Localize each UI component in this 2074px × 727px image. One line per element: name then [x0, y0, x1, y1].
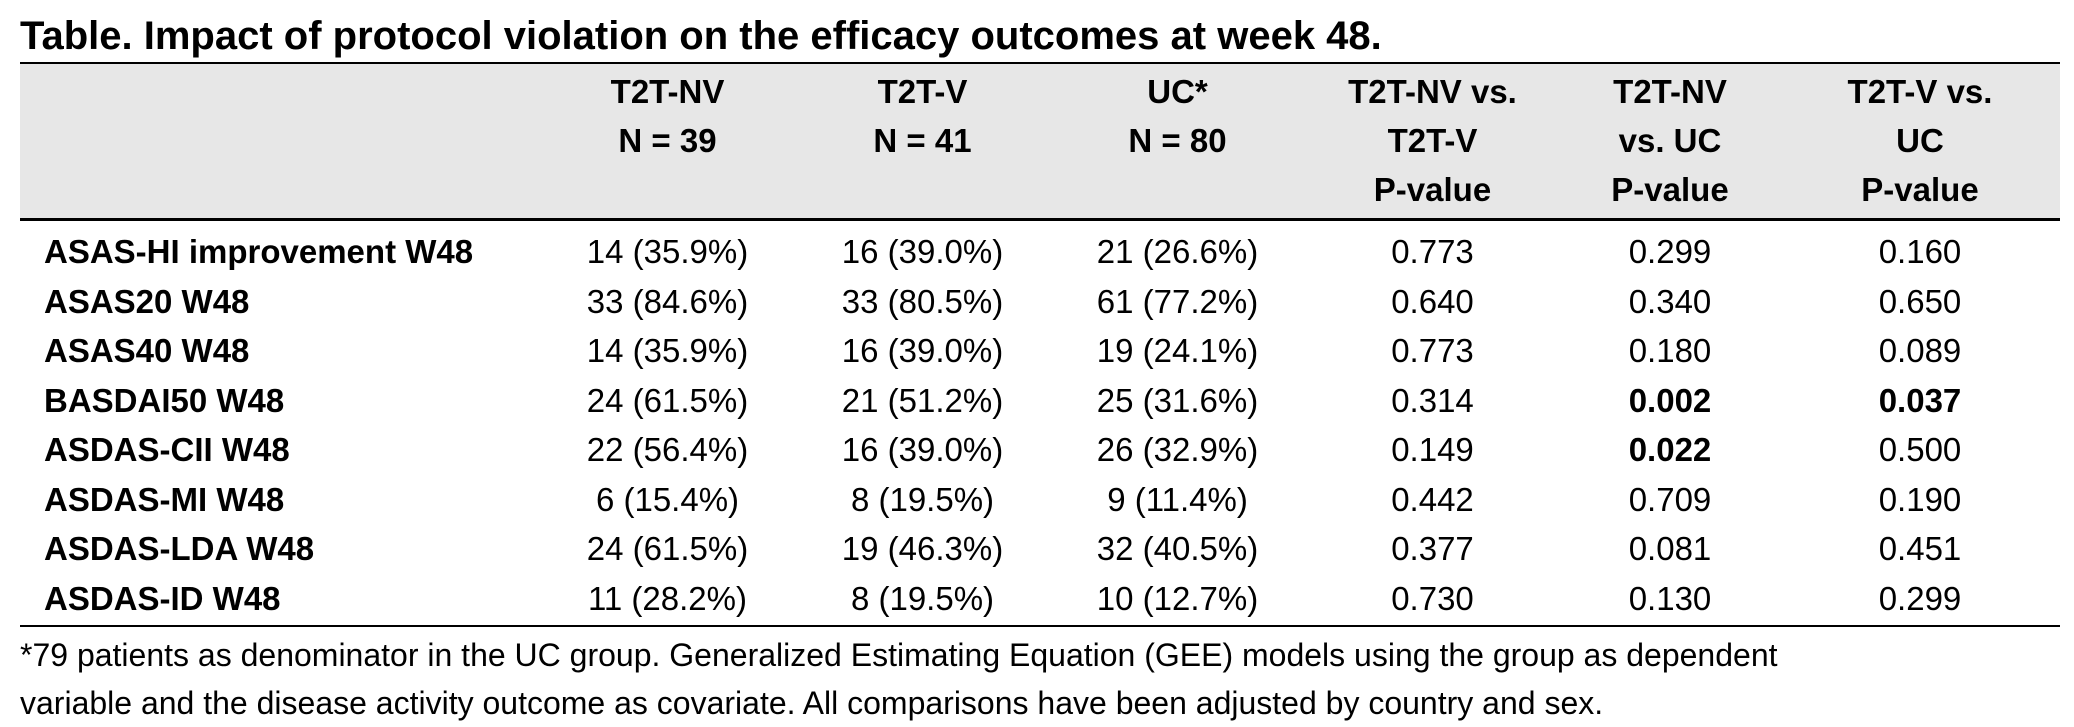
- table-cell: 24 (61.5%): [586, 381, 749, 419]
- header-line: T2T-V: [877, 73, 968, 110]
- header-line: P-value: [1373, 171, 1492, 208]
- header-line: UC*: [1147, 73, 1208, 110]
- table-cell: 6 (15.4%): [595, 480, 740, 518]
- header-cell-label: [20, 62, 540, 221]
- table-cell: 0.130: [1560, 573, 1780, 627]
- table-cell: 0.340: [1628, 282, 1712, 320]
- table-cell: 19 (46.3%): [841, 530, 1004, 567]
- table-cell: 0.081: [1628, 530, 1712, 567]
- table-cell: 33 (80.5%): [841, 282, 1004, 320]
- table-cell: 8 (19.5%): [850, 480, 995, 518]
- table-row: ASDAS-LDA W48 24 (61.5%) 19 (46.3%) 32 (40.…: [20, 524, 2060, 574]
- table-cell: 21 (51.2%): [841, 381, 1004, 419]
- footnote: *79 patients as denominator in the UC gr…: [20, 627, 2060, 727]
- header-line: T2T-V: [1387, 122, 1478, 159]
- table-cell: 16 (39.0%): [841, 431, 1004, 468]
- header-row: T2T-NV N = 39 T2T-V N = 41 UC* N = 80 T2…: [20, 62, 2060, 221]
- footnote-line: *79 patients as denominator in the UC gr…: [20, 637, 1778, 673]
- table-cell: 0.299: [1628, 233, 1712, 270]
- table-cell: 0.314: [1391, 381, 1474, 419]
- table-cell: 0.299: [1780, 573, 2060, 627]
- row-label: ASAS20 W48: [44, 282, 250, 320]
- table-cell: 8 (19.5%): [795, 573, 1050, 627]
- table-cell: 0.002: [1628, 381, 1712, 419]
- header-cell-pvalue-nv-v: T2T-NV vs. T2T-V P-value: [1305, 62, 1560, 221]
- table-cell: 0.442: [1391, 480, 1474, 518]
- row-label: ASAS40 W48: [44, 332, 250, 369]
- table-cell: 0.022: [1628, 431, 1712, 468]
- table-cell: 9 (11.4%): [1107, 480, 1248, 518]
- header-line: N = 41: [873, 122, 972, 159]
- table-cell: 14 (35.9%): [586, 332, 749, 369]
- table-row: ASAS40 W48 14 (35.9%) 16 (39.0%) 19 (24.1%)…: [20, 326, 2060, 376]
- table-row: ASDAS-ID W48 11 (28.2%) 8 (19.5%) 10 (12.7%…: [20, 573, 2060, 627]
- header-line: T2T-NV: [610, 73, 725, 110]
- table-body: ASAS-HI improvement W48 14 (35.9%) 16 (39.…: [20, 220, 2060, 627]
- header-line: UC: [1896, 122, 1944, 159]
- table-cell: 0.500: [1878, 431, 1962, 468]
- table-cell: 19 (24.1%): [1096, 332, 1259, 369]
- footnote-line: variable and the disease activity outcom…: [20, 685, 1604, 721]
- table-cell: 0.180: [1628, 332, 1712, 369]
- table-cell: 0.730: [1305, 573, 1560, 627]
- table-cell: 32 (40.5%): [1096, 530, 1259, 567]
- row-label: ASDAS-CII W48: [44, 431, 290, 468]
- header-line: T2T-NV: [1613, 73, 1727, 110]
- table-cell: 21 (26.6%): [1096, 233, 1259, 270]
- table-cell: 10 (12.7%): [1050, 573, 1305, 627]
- table-title: Table. Impact of protocol violation on t…: [20, 14, 1382, 58]
- table-cell: 0.773: [1391, 233, 1474, 270]
- table-cell: 0.640: [1391, 282, 1474, 320]
- table-row: BASDAI50 W48 24 (61.5%) 21 (51.2%) 25 (31.6…: [20, 376, 2060, 426]
- table-row: ASDAS-CII W48 22 (56.4%) 16 (39.0%) 26 (32.…: [20, 425, 2060, 475]
- table-row: ASDAS-MI W48 6 (15.4%) 8 (19.5%) 9 (11.4%) 0…: [20, 475, 2060, 525]
- table-cell: 0.190: [1878, 480, 1962, 518]
- row-label: BASDAI50 W48: [44, 381, 285, 419]
- table-cell: 0.773: [1391, 332, 1474, 369]
- row-label: ASAS-HI improvement W48: [44, 233, 474, 270]
- document: Table. Impact of protocol violation on t…: [20, 0, 2060, 727]
- table-cell: 0.451: [1878, 530, 1962, 567]
- table-cell: 25 (31.6%): [1096, 381, 1259, 419]
- table-row: ASAS20 W48 33 (84.6%) 33 (80.5%) 61 (77.2%)…: [20, 277, 2060, 327]
- header-cell-t2t-v: T2T-V N = 41: [795, 62, 1050, 221]
- header-line: P-value: [1861, 171, 1979, 208]
- header-line: T2T-NV vs.: [1348, 73, 1517, 110]
- header-line: P-value: [1611, 171, 1729, 208]
- table-cell: 0.037: [1878, 381, 1962, 419]
- table-cell: 0.089: [1878, 332, 1962, 369]
- table-cell: 0.160: [1878, 233, 1962, 270]
- table-cell: 14 (35.9%): [586, 233, 749, 270]
- header-cell-pvalue-nv-uc: T2T-NV vs. UC P-value: [1560, 62, 1780, 221]
- header-line: [20, 67, 540, 116]
- header-cell-pvalue-v-uc: T2T-V vs. UC P-value: [1780, 62, 2060, 221]
- results-table: T2T-NV N = 39 T2T-V N = 41 UC* N = 80 T2…: [20, 62, 2060, 627]
- table-cell: 16 (39.0%): [841, 233, 1004, 270]
- table-cell: 26 (32.9%): [1096, 431, 1259, 468]
- header-line: vs. UC: [1618, 122, 1722, 159]
- table-row: ASAS-HI improvement W48 14 (35.9%) 16 (39.…: [20, 220, 2060, 277]
- table-cell: 11 (28.2%): [540, 573, 795, 627]
- header-line: N = 39: [618, 122, 717, 159]
- row-label: ASDAS-ID W48: [20, 573, 540, 627]
- table-cell: 16 (39.0%): [841, 332, 1004, 369]
- table-cell: 0.709: [1628, 480, 1712, 518]
- table-cell: 0.149: [1391, 431, 1474, 468]
- table-cell: 61 (77.2%): [1096, 282, 1259, 320]
- table-cell: 24 (61.5%): [586, 530, 749, 567]
- header-cell-uc: UC* N = 80: [1050, 62, 1305, 221]
- header-line: T2T-V vs.: [1847, 73, 1993, 110]
- table-cell: 0.650: [1878, 282, 1962, 320]
- row-label: ASDAS-MI W48: [44, 480, 285, 518]
- table-cell: 22 (56.4%): [586, 431, 749, 468]
- header-cell-t2t-nv: T2T-NV N = 39: [540, 62, 795, 221]
- row-label: ASDAS-LDA W48: [44, 530, 315, 567]
- table-cell: 33 (84.6%): [586, 282, 749, 320]
- header-line: N = 80: [1128, 122, 1227, 159]
- table-cell: 0.377: [1391, 530, 1474, 567]
